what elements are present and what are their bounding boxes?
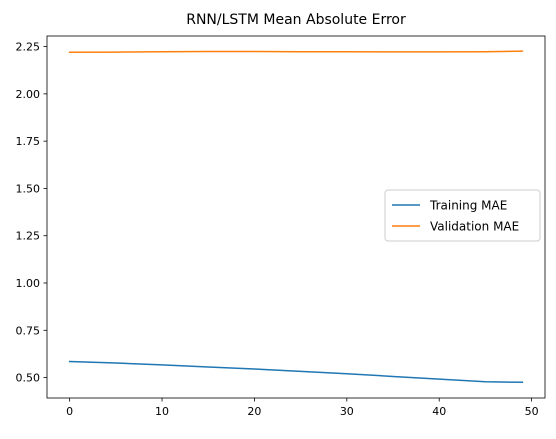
- legend-label-validation: Validation MAE: [430, 220, 519, 234]
- y-axis: 0.50 0.75 1.00 1.25 1.50 1.75 2.00 2.25: [16, 41, 47, 385]
- x-tick-label: 30: [340, 405, 354, 418]
- plot-area: [46, 35, 546, 399]
- y-tick-label: 1.00: [16, 277, 41, 290]
- x-tick-label: 10: [155, 405, 169, 418]
- series-line-training: [68, 360, 524, 384]
- x-axis: 0 10 20 30 40 50: [66, 398, 539, 418]
- x-tick-label: 40: [432, 405, 446, 418]
- y-tick-label: 1.75: [16, 135, 41, 148]
- y-tick-label: 0.75: [16, 324, 41, 337]
- series-lines: [68, 50, 524, 384]
- legend: Training MAE Validation MAE: [384, 189, 541, 242]
- legend-frame: [384, 189, 541, 242]
- chart-title: RNN/LSTM Mean Absolute Error: [186, 12, 406, 28]
- y-tick-label: 1.50: [16, 182, 41, 195]
- series-line-validation: [68, 50, 524, 54]
- x-tick-label: 50: [525, 405, 539, 418]
- y-tick-label: 1.25: [16, 230, 41, 243]
- legend-label-training: Training MAE: [429, 199, 507, 213]
- y-tick-label: 0.50: [16, 372, 41, 385]
- y-tick-label: 2.00: [16, 88, 41, 101]
- y-tick-label: 2.25: [16, 41, 41, 54]
- x-tick-label: 20: [247, 405, 261, 418]
- x-tick-label: 0: [66, 405, 73, 418]
